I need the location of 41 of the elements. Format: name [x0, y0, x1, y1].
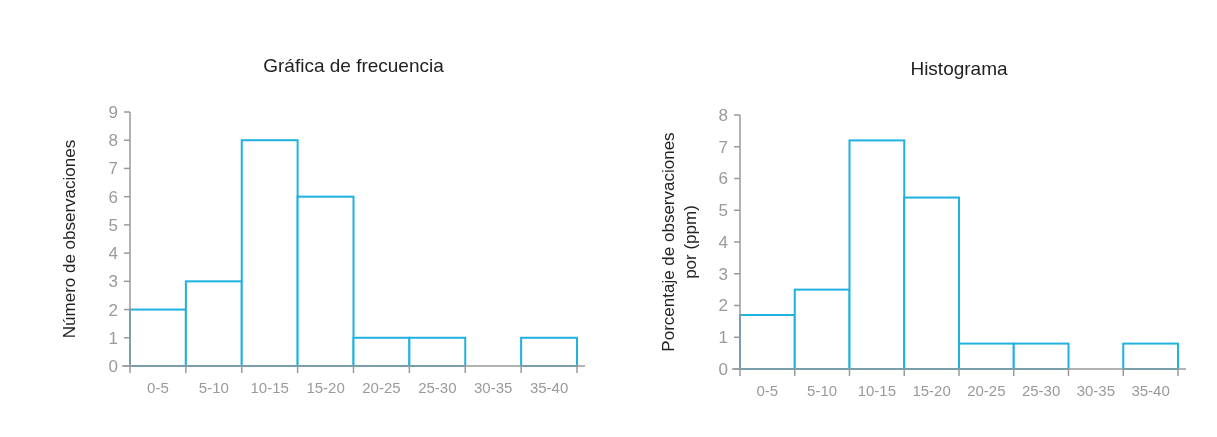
y-tick-label: 8	[108, 131, 118, 151]
x-tick-label: 15-20	[912, 382, 951, 399]
y-tick-label: 2	[718, 296, 728, 316]
x-tick-label: 0-5	[756, 382, 779, 399]
x-tick-label: 25-30	[1021, 382, 1061, 399]
x-tick-label: 25-30	[418, 379, 457, 396]
y-tick-label: 6	[718, 169, 728, 189]
y-tick-label: 8	[718, 105, 728, 125]
y-tick-label: 7	[108, 159, 118, 179]
y-tick-label: 1	[718, 328, 728, 348]
chart-title: Histograma	[910, 58, 1008, 79]
y-tick-label: 9	[108, 102, 118, 122]
x-tick-label: 10-15	[250, 379, 289, 396]
x-tick-label: 35-40	[529, 379, 569, 396]
y-tick-label: 2	[108, 300, 118, 320]
x-tick-label: 20-25	[362, 379, 401, 396]
x-tick-label: 0-5	[147, 379, 169, 396]
x-tick-label: 35-40	[1131, 382, 1170, 399]
y-axis-title: Número de observaciones	[60, 139, 79, 339]
y-tick-label: 3	[108, 272, 118, 292]
y-axis-title: Porcentaje de observaciones por (ppm)	[659, 132, 700, 352]
y-tick-label: 4	[718, 232, 728, 252]
y-tick-label: 5	[718, 201, 728, 221]
y-tick-label: 7	[718, 137, 728, 157]
x-tick-label: 10-15	[857, 382, 897, 399]
y-tick-label: 1	[108, 328, 118, 348]
y-tick-label: 4	[108, 244, 118, 264]
y-tick-label: 5	[108, 215, 118, 235]
y-tick-label: 0	[718, 359, 728, 379]
x-tick-label: 5-10	[807, 382, 838, 399]
bar	[1122, 342, 1179, 370]
chart-title: Gráfica de frecuencia	[263, 55, 445, 76]
y-tick-label: 6	[108, 187, 118, 207]
x-tick-label: 15-20	[306, 379, 345, 396]
y-tick-label: 0	[108, 356, 118, 376]
x-tick-label: 30-35	[474, 379, 513, 396]
y-tick-label: 3	[718, 264, 728, 284]
x-tick-label: 20-25	[967, 382, 1006, 399]
x-tick-label: 5-10	[198, 379, 229, 396]
bar	[520, 336, 578, 367]
x-tick-label: 30-35	[1076, 382, 1116, 399]
